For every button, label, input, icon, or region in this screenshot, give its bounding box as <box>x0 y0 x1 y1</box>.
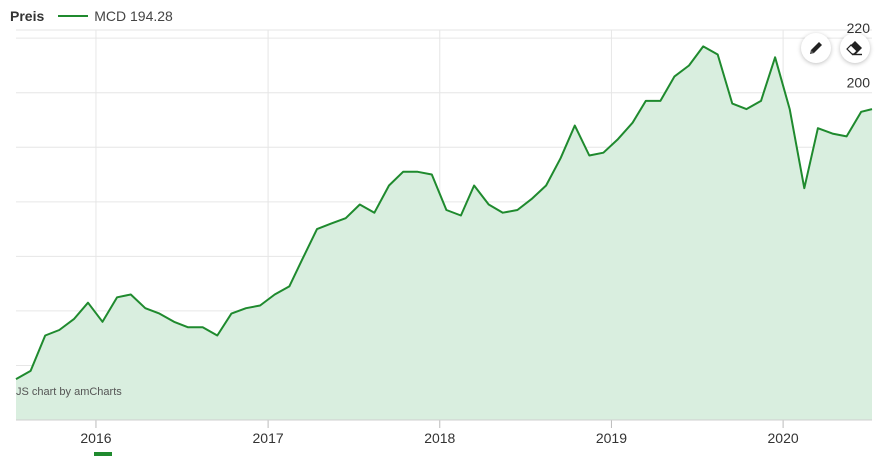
x-tick-label: 2020 <box>768 430 799 446</box>
x-tick-label: 2019 <box>596 430 627 446</box>
series-line <box>15 45 873 380</box>
legend: Preis MCD 194.28 <box>10 6 173 26</box>
x-tick-label: 2017 <box>253 430 284 446</box>
eraser-icon <box>846 41 862 56</box>
x-tick-label: 2016 <box>80 430 111 446</box>
legend-swatch[interactable] <box>58 15 89 17</box>
scrollbar-grip[interactable] <box>94 452 112 456</box>
y-tick-label: 200 <box>847 75 871 91</box>
amcharts-credit[interactable]: JS chart by amCharts <box>16 386 122 398</box>
y-tick-label: 220 <box>847 20 871 36</box>
erase-button[interactable] <box>840 33 870 63</box>
draw-button[interactable] <box>801 33 831 63</box>
series-area <box>16 46 872 421</box>
legend-title: Preis <box>10 8 45 24</box>
x-tick-label: 2018 <box>424 430 455 446</box>
pencil-icon <box>810 42 822 54</box>
legend-series-label[interactable]: MCD 194.28 <box>94 8 173 24</box>
